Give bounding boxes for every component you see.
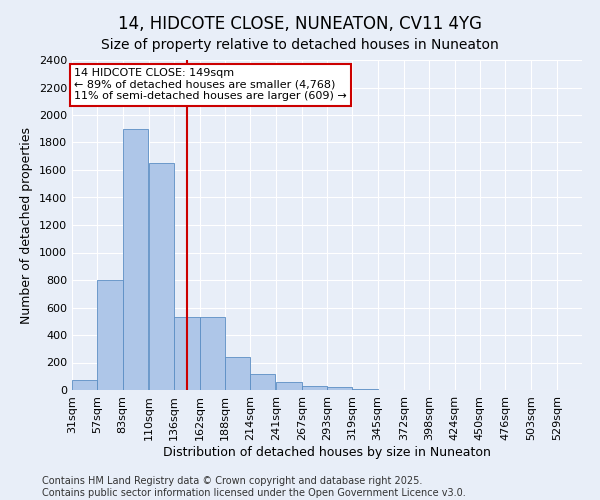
Bar	[174, 317, 200, 390]
Bar	[149, 163, 174, 390]
Bar	[122, 128, 148, 390]
Bar	[250, 374, 275, 390]
Text: 14, HIDCOTE CLOSE, NUNEATON, CV11 4YG: 14, HIDCOTE CLOSE, NUNEATON, CV11 4YG	[118, 15, 482, 33]
Bar	[327, 387, 352, 390]
Y-axis label: Number of detached properties: Number of detached properties	[20, 126, 34, 324]
Bar	[199, 317, 225, 390]
Bar	[302, 386, 327, 390]
Bar	[225, 357, 250, 390]
Text: Contains HM Land Registry data © Crown copyright and database right 2025.
Contai: Contains HM Land Registry data © Crown c…	[42, 476, 466, 498]
Text: Size of property relative to detached houses in Nuneaton: Size of property relative to detached ho…	[101, 38, 499, 52]
Bar	[72, 380, 97, 390]
X-axis label: Distribution of detached houses by size in Nuneaton: Distribution of detached houses by size …	[163, 446, 491, 458]
Bar	[352, 389, 377, 390]
Text: 14 HIDCOTE CLOSE: 149sqm
← 89% of detached houses are smaller (4,768)
11% of sem: 14 HIDCOTE CLOSE: 149sqm ← 89% of detach…	[74, 68, 347, 102]
Bar	[277, 382, 302, 390]
Bar	[97, 280, 122, 390]
